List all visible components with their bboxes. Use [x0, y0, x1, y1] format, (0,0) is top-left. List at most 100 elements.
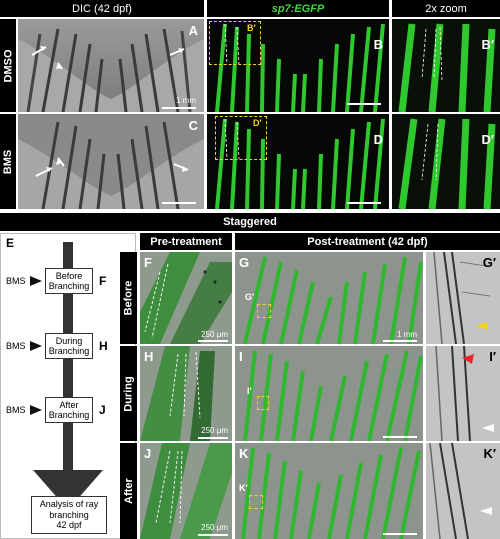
after-box-line2: Branching: [48, 410, 90, 420]
bms-label-before: BMS: [6, 276, 26, 286]
fin-egfp-image-bms: [215, 118, 385, 209]
panel-g-inset-label: G′: [245, 292, 255, 302]
panel-k-post-after: K′ K: [235, 443, 423, 539]
panel-g-post-before: G′ G 1 mm: [235, 252, 423, 344]
scalebar-c: [162, 202, 196, 204]
analysis-line3: 42 dpf: [56, 520, 82, 531]
scalebar-a: [162, 107, 196, 109]
inset-box-g: [257, 304, 271, 318]
fin-dic-image-bms: [18, 114, 204, 209]
panel-b-sp7-dmso: B′ B: [207, 19, 389, 112]
row-label-during: During: [120, 346, 137, 441]
bms-label-during: BMS: [6, 341, 26, 351]
panel-g-zoom-image: [426, 252, 500, 344]
panel-k-inset-label: K′: [239, 483, 248, 493]
panel-a-label: A: [188, 23, 198, 38]
panel-i-label: I: [239, 349, 243, 364]
inset-box-k: [249, 495, 263, 509]
header-post-text: Post-treatment (42 dpf): [307, 235, 428, 248]
before-box-line1: Before: [55, 270, 83, 281]
analysis-line1: Analysis of ray: [39, 499, 99, 510]
panel-g-zoom: G′: [426, 252, 500, 344]
fin-egfp-image: [215, 23, 385, 112]
panel-k-zoom-label: K′: [483, 446, 496, 461]
header-dic-text: DIC (42 dpf): [72, 2, 132, 15]
after-branching-box: After Branching: [45, 397, 93, 423]
panel-c-dic-bms: C: [18, 114, 204, 209]
panel-h-pre-during: H 250 μm: [140, 346, 232, 441]
during-branching-box: During Branching: [45, 333, 93, 359]
panel-k-zoom: K′: [426, 443, 500, 539]
panel-e-diagram: E BMS Before Branching F BMS During Branch…: [0, 233, 136, 539]
panel-j-image: [140, 443, 232, 539]
panel-d-label: D: [373, 132, 383, 147]
analysis-line2: branching: [49, 509, 89, 520]
scalebar-j: [198, 534, 228, 536]
fin-dic-image: [18, 19, 204, 112]
panel-j-label: J: [144, 446, 152, 461]
panel-g-label: G: [239, 255, 250, 270]
panel-b-zoom-label: B′: [481, 37, 494, 52]
row-label-dmso: DMSO: [0, 19, 16, 112]
inset-box-b: [209, 21, 261, 65]
panel-i-zoom: I′: [426, 346, 500, 441]
panel-f-image: [140, 252, 232, 344]
scale-label-h: 250 μm: [201, 426, 228, 435]
row-label-before-text: Before: [122, 280, 135, 316]
during-letter: H: [99, 339, 108, 353]
panel-k-label: K: [239, 446, 249, 461]
inset-box-i: [257, 396, 269, 410]
panel-k-zoom-image: [426, 443, 500, 539]
header-dic: DIC (42 dpf): [0, 0, 204, 17]
panel-d-zoom-label: D′: [481, 132, 494, 147]
panel-b-label: B: [373, 37, 383, 52]
header-pre-treatment: Pre-treatment: [140, 233, 232, 250]
bms-arrow-after-icon: [30, 405, 42, 415]
scalebar-b: [347, 103, 381, 105]
panel-f-pre-before: F 250 μm: [140, 252, 232, 344]
header-staggered-text: Staggered: [223, 216, 277, 228]
during-box-line2: Branching: [48, 346, 90, 356]
row-label-before: Before: [120, 252, 137, 344]
before-letter: F: [99, 274, 107, 288]
header-post-treatment: Post-treatment (42 dpf): [235, 233, 500, 250]
row-label-bms-text: BMS: [2, 149, 15, 174]
scalebar-g: [383, 340, 417, 342]
panel-g-image: [235, 252, 423, 344]
scalebar-d: [347, 202, 381, 204]
row-label-bms: BMS: [0, 114, 16, 209]
row-label-during-text: During: [122, 375, 135, 412]
during-box-line1: During: [55, 335, 83, 346]
header-zoom: 2x zoom: [392, 0, 500, 17]
header-sp7: sp7:EGFP: [207, 0, 389, 17]
scale-label-f: 250 μm: [201, 330, 228, 339]
scalebar-h: [198, 437, 228, 439]
analysis-box: Analysis of ray branching 42 dpf: [31, 496, 107, 534]
panel-c-label: C: [188, 118, 198, 133]
panel-k-image: [235, 443, 423, 539]
bms-arrow-before-icon: [30, 276, 42, 286]
scale-label-j: 250 μm: [201, 523, 228, 532]
row-label-after: After: [120, 443, 137, 539]
panel-d-inset-label: D′: [253, 118, 262, 128]
row-label-after-text: After: [122, 478, 135, 504]
scale-label-g: 1 mm: [397, 330, 417, 339]
scalebar-k: [383, 533, 417, 535]
panel-i-inset-label: I′: [247, 386, 252, 396]
panel-f-label: F: [144, 255, 152, 270]
panel-b-zoom: B′: [392, 19, 500, 112]
inset-box-d: [215, 116, 267, 160]
panel-i-post-during: I′ I: [235, 346, 423, 441]
panel-d-sp7-bms: D′ D: [207, 114, 389, 209]
scalebar-f: [198, 340, 228, 342]
header-zoom-text: 2x zoom: [425, 2, 467, 15]
before-branching-box: Before Branching: [45, 268, 93, 294]
after-letter: J: [99, 403, 106, 417]
bms-arrow-during-icon: [30, 341, 42, 351]
panel-i-image: [235, 346, 423, 441]
panel-i-zoom-label: I′: [489, 349, 496, 364]
after-box-line1: After: [59, 399, 79, 410]
panel-a-dic-dmso: A 1 mm: [18, 19, 204, 112]
bms-label-after: BMS: [6, 405, 26, 415]
panel-d-zoom: D′: [392, 114, 500, 209]
